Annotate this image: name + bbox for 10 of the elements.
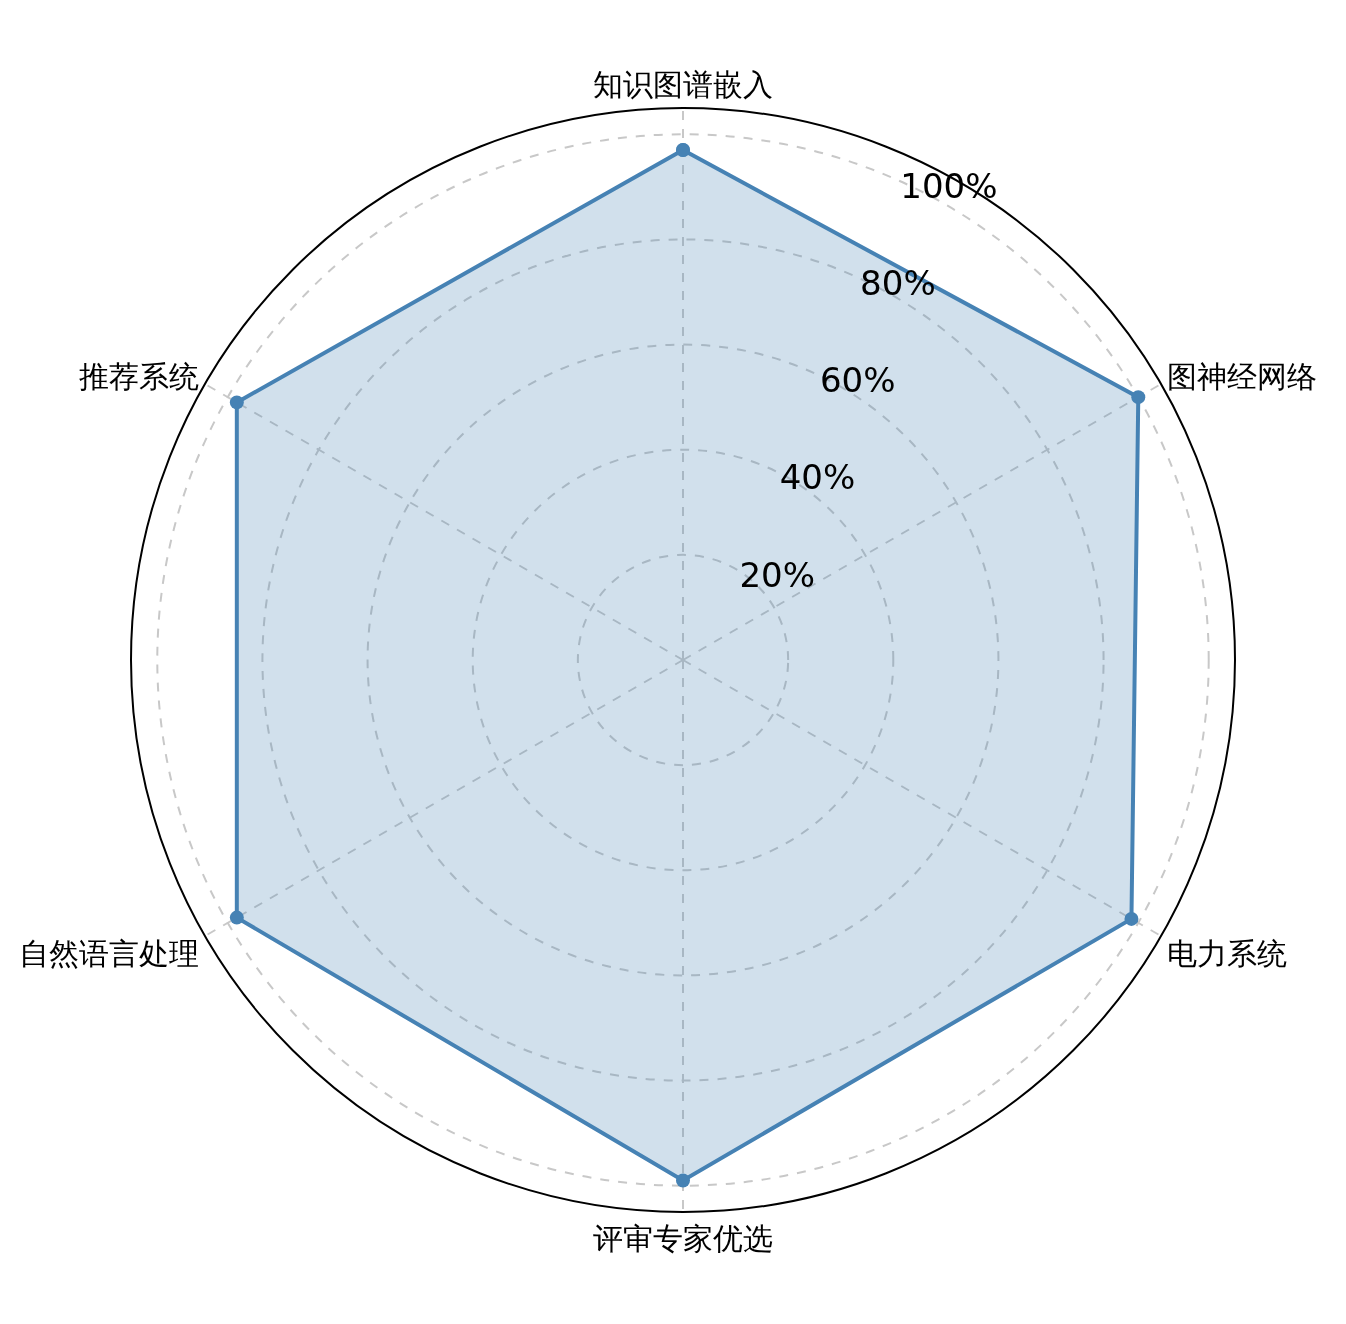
spoke-label: 推荐系统 xyxy=(78,358,199,394)
y-tick-label: 20% xyxy=(739,554,815,595)
y-tick-label: 40% xyxy=(779,457,856,498)
spoke-label: 电力系统 xyxy=(1167,935,1288,971)
y-tick-label: 60% xyxy=(819,360,896,401)
y-tick-label: 80% xyxy=(860,263,936,304)
spoke-label: 评审专家优选 xyxy=(593,1221,773,1256)
spoke-label: 图神经网络 xyxy=(1167,358,1318,394)
spoke-label: 自然语言处理 xyxy=(18,935,199,971)
spoke-label: 知识图谱嵌入 xyxy=(593,67,773,102)
